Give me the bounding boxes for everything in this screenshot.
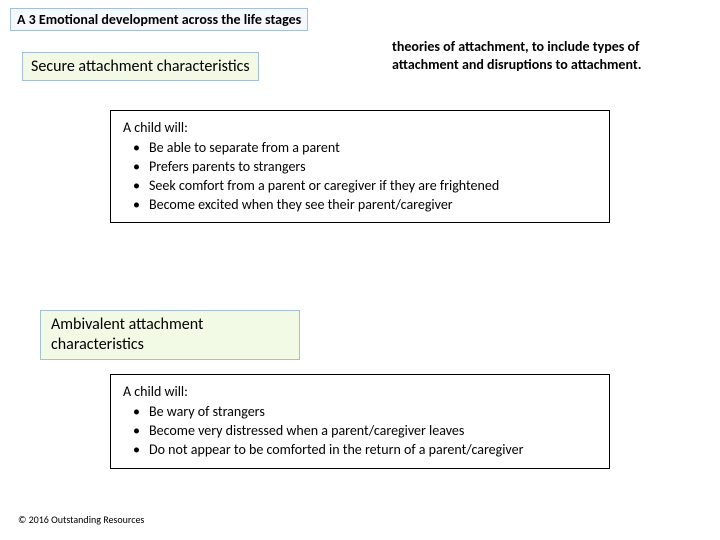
list-item: Prefers parents to strangers [133,158,597,177]
footer-text: © 2016 Outstanding Resources [18,513,144,526]
list-item: Seek comfort from a parent or caregiver … [133,177,597,196]
footer-copyright: © 2016 Outstanding Resources [18,513,144,526]
ambivalent-content-box: A child will: Be wary of strangers Becom… [110,374,610,469]
page-title: A 3 Emotional development across the lif… [10,8,308,31]
ambivalent-list: Be wary of strangers Become very distres… [123,403,597,460]
list-item: Be wary of strangers [133,403,597,422]
list-item: Be able to separate from a parent [133,139,597,158]
title-text: A 3 Emotional development across the lif… [17,11,301,28]
ambivalent-heading-text: Ambivalent attachment characteristics [51,315,203,354]
secure-list: Be able to separate from a parent Prefer… [123,139,597,215]
right-note: theories of attachment, to include types… [392,38,702,74]
list-item: Do not appear to be comforted in the ret… [133,441,597,460]
right-note-text: theories of attachment, to include types… [392,38,641,73]
ambivalent-heading: Ambivalent attachment characteristics [40,310,300,360]
list-item: Become very distressed when a parent/car… [133,422,597,441]
secure-heading-text: Secure attachment characteristics [31,57,250,76]
list-item: Become excited when they see their paren… [133,196,597,215]
secure-content-box: A child will: Be able to separate from a… [110,110,610,223]
secure-heading: Secure attachment characteristics [22,52,259,81]
ambivalent-lead: A child will: [123,383,597,402]
secure-lead: A child will: [123,119,597,138]
